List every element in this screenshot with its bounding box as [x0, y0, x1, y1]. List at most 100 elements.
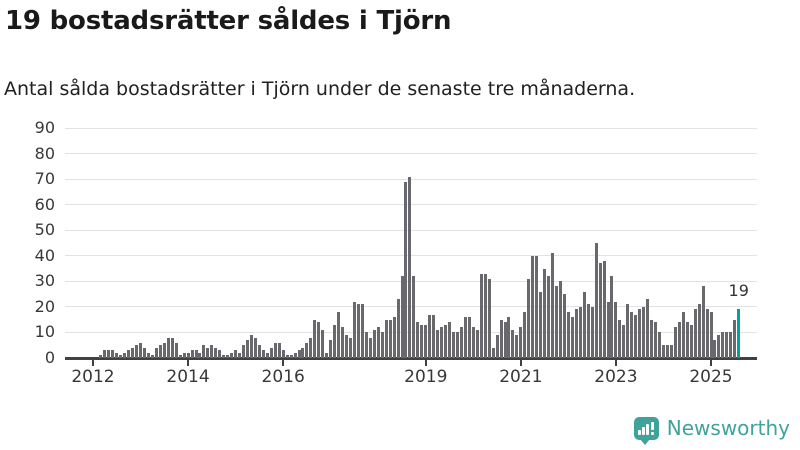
bar — [721, 332, 725, 358]
bar — [697, 304, 701, 358]
bar — [665, 345, 669, 358]
x-axis-year-label: 2023 — [594, 367, 638, 387]
bar — [297, 350, 301, 358]
bar — [273, 342, 277, 358]
y-gridline — [65, 127, 757, 129]
bar — [404, 181, 408, 358]
bar — [495, 335, 499, 358]
bar — [127, 350, 131, 358]
bar — [230, 352, 234, 358]
bar — [400, 276, 404, 358]
y-axis-tick-label: 40 — [34, 245, 55, 265]
bar — [103, 350, 107, 358]
bar — [463, 317, 467, 358]
bar — [432, 314, 436, 358]
bar — [483, 273, 487, 358]
bar — [562, 294, 566, 358]
bar — [416, 322, 420, 358]
bar — [372, 329, 376, 358]
bar — [471, 327, 475, 358]
bar — [277, 342, 281, 358]
bar — [289, 355, 293, 358]
bar — [131, 347, 135, 358]
bar — [519, 327, 523, 358]
highlighted-bar — [737, 309, 741, 358]
bar — [190, 350, 194, 358]
bar — [717, 335, 721, 358]
bar — [249, 335, 253, 358]
bar — [253, 337, 257, 358]
bar — [246, 340, 249, 358]
bar — [174, 342, 178, 358]
bar — [507, 317, 511, 358]
bar — [701, 286, 705, 358]
bar — [329, 340, 333, 358]
x-axis-tick — [282, 359, 285, 366]
bar — [356, 304, 360, 358]
latest-value-label: 19 — [728, 281, 749, 301]
y-axis-tick-label: 70 — [34, 169, 55, 189]
bar — [558, 281, 562, 358]
newsworthy-wordmark: Newsworthy — [666, 416, 790, 440]
bar — [515, 335, 519, 358]
bar — [396, 299, 400, 358]
y-axis-tick-label: 0 — [44, 348, 55, 367]
bar — [364, 332, 368, 358]
bar — [123, 352, 127, 358]
bar — [570, 317, 574, 358]
bar — [689, 324, 693, 358]
x-axis-tick — [424, 359, 427, 366]
y-axis-tick-label: 10 — [34, 322, 55, 342]
bar — [713, 340, 717, 358]
bar — [531, 255, 535, 358]
bar — [352, 301, 356, 358]
bar — [139, 342, 143, 358]
bar — [479, 273, 483, 358]
bar — [491, 347, 495, 358]
bar — [602, 260, 606, 358]
bar — [436, 329, 440, 358]
bar — [475, 329, 479, 358]
bar — [452, 332, 455, 358]
x-axis-tick — [614, 359, 617, 366]
newsworthy-bar-chart-icon — [633, 416, 659, 445]
bar — [154, 347, 158, 358]
bar — [677, 322, 681, 358]
bar — [182, 352, 186, 358]
bar — [337, 312, 341, 358]
bar — [626, 304, 630, 358]
bar — [234, 350, 238, 358]
bar — [388, 319, 392, 358]
x-axis-tick — [710, 359, 712, 366]
y-axis-tick-label: 60 — [34, 194, 55, 214]
bar — [555, 286, 558, 358]
y-axis-tick-label: 20 — [34, 296, 55, 316]
bar — [606, 301, 610, 358]
newsworthy-logo[interactable]: Newsworthy — [633, 414, 790, 445]
bar — [146, 352, 150, 358]
bar — [622, 324, 626, 358]
bar — [301, 347, 305, 358]
bar — [610, 276, 614, 358]
x-axis-year-label: 2014 — [166, 367, 210, 387]
bar — [725, 332, 729, 358]
bar — [681, 312, 685, 358]
bar — [598, 263, 602, 358]
bar — [658, 332, 661, 358]
bar — [543, 268, 547, 358]
bar — [535, 255, 539, 358]
bar — [440, 327, 444, 358]
x-axis-year-label: 2021 — [499, 367, 543, 387]
bar — [257, 345, 261, 358]
bar — [444, 324, 448, 358]
bar — [380, 332, 384, 358]
bar — [218, 350, 222, 358]
bar — [333, 324, 337, 358]
bar — [261, 350, 265, 358]
bar — [594, 243, 598, 358]
bar — [162, 342, 166, 358]
bar — [392, 317, 396, 358]
bar — [99, 355, 103, 358]
bar — [566, 312, 570, 358]
bar — [646, 299, 650, 358]
